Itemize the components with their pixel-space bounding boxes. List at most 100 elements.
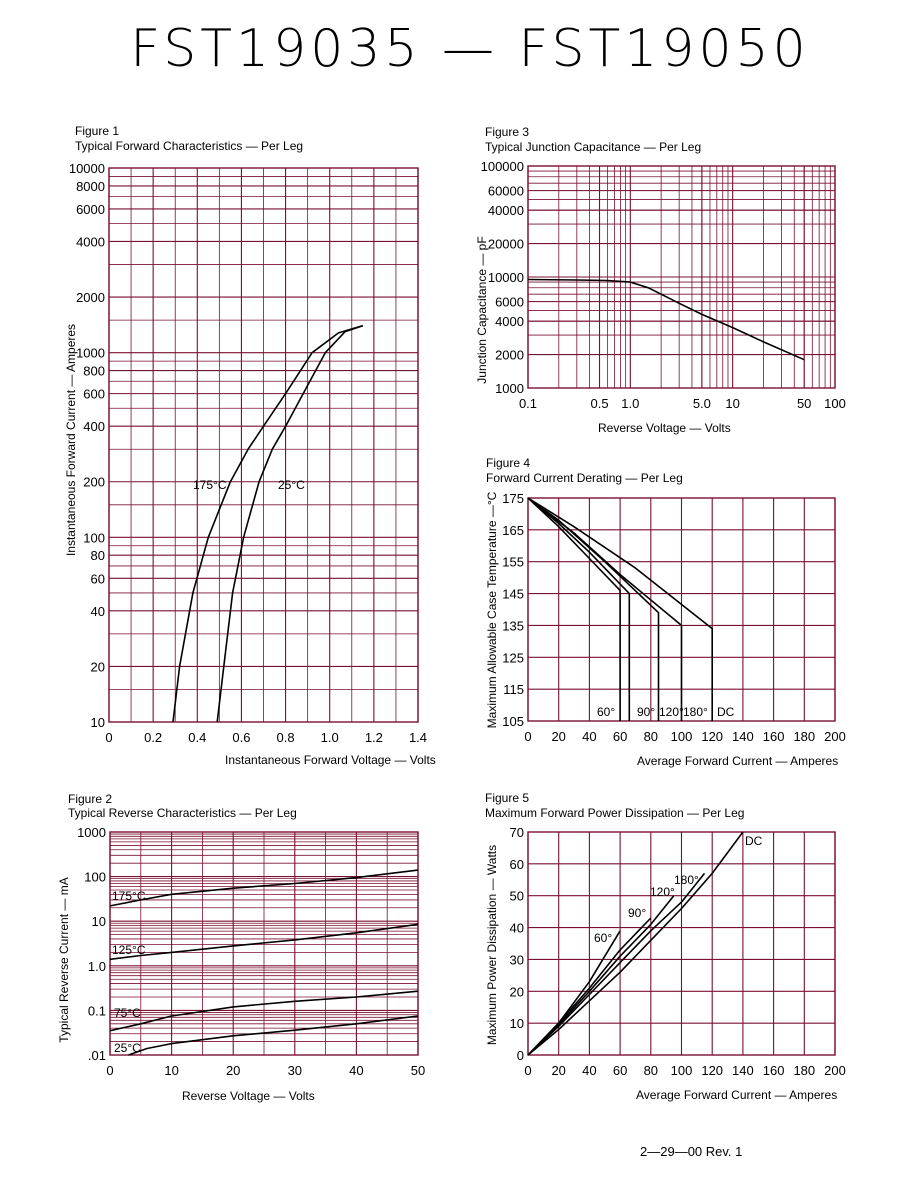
y-tick-label: 60 [91,571,105,586]
x-tick-label: 20 [551,729,565,744]
figure-title: Maximum Forward Power Dissipation — Per … [485,806,744,820]
figure-1-chart: 10 20 40 60 80 100 200 400 600 800 1000 2000 4000 600… [64,124,436,767]
x-tick-label: 120 [701,729,723,744]
figure-title: Typical Reverse Characteristics — Per Le… [68,806,297,820]
y-tick-label: 1.0 [88,959,106,974]
series-line [527,831,744,1056]
series-label: 175°C [112,889,146,903]
y-tick-label: 0 [517,1048,524,1063]
y-tick-label: 10 [91,715,105,730]
x-axis-label: Reverse Voltage — Volts [182,1089,315,1103]
x-axis-label: Average Forward Current — Amperes [637,754,838,768]
series-label: DC [717,705,735,719]
y-tick-label: 80 [91,548,105,563]
y-tick-label: 20 [91,659,105,674]
figure-caption: Figure 2 [68,792,112,806]
series-label: 60° [597,705,615,719]
x-tick-label: 180 [793,729,815,744]
y-tick-label: 10000 [488,270,524,285]
y-tick-label: 600 [83,387,105,402]
x-tick-label: 50 [797,396,811,411]
y-tick-label: 1000 [77,825,106,840]
x-tick-label: 30 [288,1063,302,1078]
series-label: 120° [659,705,684,719]
series-line [527,930,621,1056]
x-tick-label: 20 [226,1063,240,1078]
y-tick-label: .01 [88,1048,106,1063]
x-tick-label: 180 [793,1063,815,1078]
y-tick-label: 155 [502,555,524,570]
y-tick-label: 400 [83,419,105,434]
y-tick-label: 60 [510,857,524,872]
y-tick-label: 6000 [76,202,105,217]
series-line [527,497,631,721]
y-tick-label: 40 [510,921,524,936]
series-label: 175°C [193,478,227,492]
figure-caption: Figure 1 [75,124,119,138]
x-tick-label: 40 [582,1063,596,1078]
y-axis-label: Maximum Allowable Case Temperature —°C [485,491,499,728]
y-tick-label: 2000 [76,290,105,305]
x-tick-label: 0.1 [519,396,537,411]
series-label: 25°C [278,478,305,492]
x-tick-label: 200 [824,729,846,744]
y-tick-label: 8000 [76,179,105,194]
x-tick-label: 160 [763,1063,785,1078]
series-label: 120° [650,885,675,899]
plot-frame [109,831,419,1056]
y-tick-label: 10000 [69,161,105,176]
y-tick-label: 100000 [481,159,524,174]
figure-title: Typical Junction Capacitance — Per Leg [485,140,701,154]
x-tick-label: 140 [732,729,754,744]
y-tick-label: 100 [84,870,106,885]
series-line [128,1015,419,1056]
revision-footer: 2—29—00 Rev. 1 [640,1144,742,1159]
y-tick-label: 1000 [495,381,524,396]
x-tick-label: 1.0 [321,730,339,745]
y-tick-label: 30 [510,952,524,967]
y-axis-label: Junction Capacitance — pF [475,236,489,383]
x-tick-label: 40 [349,1063,363,1078]
x-tick-label: 100 [824,396,846,411]
x-tick-label: 60 [613,1063,627,1078]
y-tick-label: 800 [83,364,105,379]
x-axis-label: Average Forward Current — Amperes [636,1088,837,1102]
figure-caption: Figure 5 [485,791,529,805]
figure-5-chart: 0 10 20 30 40 50 60 70 0 20 40 60 80 100 120 140 160 180 2… [485,791,846,1102]
series-line [172,324,364,723]
series-label: 75°C [114,1006,141,1020]
series-line [527,497,713,721]
series-label: 180° [674,873,699,887]
series-line [527,497,660,721]
y-tick-label: 125 [502,650,524,665]
series-label: 180° [683,705,708,719]
y-tick-label: 10 [92,914,106,929]
y-tick-label: 10 [510,1016,524,1031]
y-axis-label: Maximum Power Dissipation — Watts [485,845,499,1045]
x-tick-label: 0 [105,730,112,745]
y-tick-label: 4000 [76,234,105,249]
y-tick-label: 70 [510,825,524,840]
page-title: FST19035 — FST19050 [130,19,809,79]
x-tick-label: 10 [164,1063,178,1078]
figure-3-chart: 1000200040006000100002000040000600001000… [475,125,846,435]
y-tick-label: 40 [91,604,105,619]
series-line [109,923,419,961]
y-tick-label: 1000 [76,346,105,361]
series-label: 125°C [112,943,146,957]
plot-frame [108,167,419,723]
x-tick-label: 100 [671,1063,693,1078]
y-axis-label: Typical Reverse Current — mA [57,877,71,1042]
y-tick-label: 165 [502,523,524,538]
x-tick-label: 0 [524,1063,531,1078]
figure-title: Typical Forward Characteristics — Per Le… [75,139,303,153]
x-tick-label: 140 [732,1063,754,1078]
series-label: 90° [637,705,655,719]
y-tick-label: 40000 [488,203,524,218]
x-tick-label: 0.4 [188,730,206,745]
series-line [109,990,419,1032]
series-line [109,869,419,907]
x-tick-label: 200 [824,1063,846,1078]
series-label: DC [745,834,763,848]
y-tick-label: 4000 [495,314,524,329]
